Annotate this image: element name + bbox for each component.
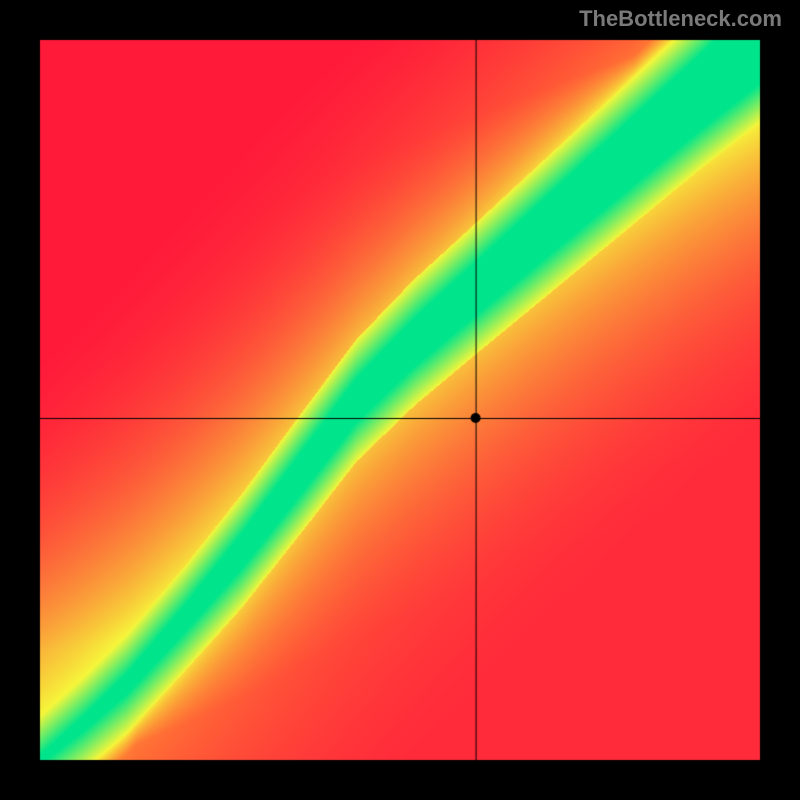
- chart-container: TheBottleneck.com: [0, 0, 800, 800]
- heatmap-canvas: [0, 0, 800, 800]
- watermark-text: TheBottleneck.com: [579, 6, 782, 32]
